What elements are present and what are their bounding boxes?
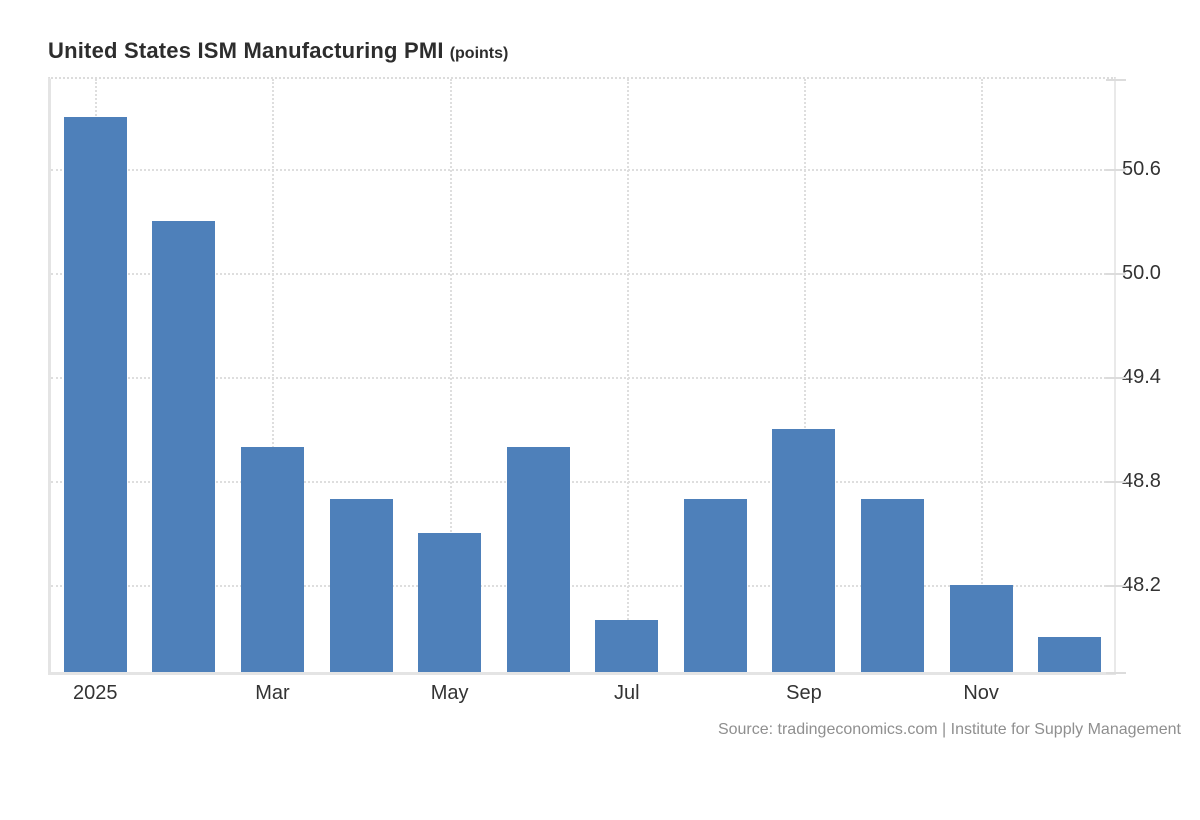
bar-sep-2025[interactable]: [772, 429, 835, 672]
y-axis-tick: [1106, 273, 1126, 276]
gridline-vertical: [449, 79, 452, 672]
source-text: Source: tradingeconomics.com | Institute…: [717, 721, 1181, 738]
y-axis-edge-tick: [1106, 672, 1126, 674]
y-axis-tick: [1106, 377, 1126, 380]
gridline-horizontal: [51, 169, 1114, 172]
y-axis-tick-label: 50.0: [1122, 262, 1161, 285]
bar-jan-2025[interactable]: [64, 117, 127, 672]
bar-oct-2025[interactable]: [861, 499, 924, 672]
x-axis-tick-label: 2025: [73, 682, 118, 704]
x-axis-tick-label: May: [430, 682, 469, 704]
chart-header: United States ISM Manufacturing PMI (poin…: [48, 38, 508, 64]
y-axis-tick-label: 49.4: [1122, 366, 1161, 389]
bar-mar-2025[interactable]: [241, 447, 304, 672]
chart-title: United States ISM Manufacturing PMI: [48, 38, 444, 63]
x-axis-tick-label: Jul: [613, 682, 640, 704]
y-axis-tick: [1106, 481, 1126, 484]
bar-apr-2025[interactable]: [330, 499, 393, 672]
gridline-horizontal: [51, 273, 1114, 276]
plot-area: [48, 77, 1116, 675]
chart-units: (points): [449, 45, 509, 62]
y-axis-tick-label: 48.2: [1122, 574, 1161, 597]
bar-may-2025[interactable]: [418, 533, 481, 672]
gridline-horizontal: [51, 377, 1114, 380]
gridline-horizontal: [51, 481, 1114, 484]
x-axis-tick-label: Sep: [786, 682, 822, 704]
gridline-vertical: [626, 79, 629, 672]
gridline-vertical: [803, 79, 806, 672]
bar-jul-2025[interactable]: [595, 620, 658, 672]
gridline-vertical: [981, 79, 984, 672]
bar-aug-2025[interactable]: [684, 499, 747, 672]
y-axis-tick: [1106, 169, 1126, 172]
gridline-vertical: [272, 79, 275, 672]
y-axis-tick: [1106, 585, 1126, 588]
x-axis-tick-label: Mar: [255, 682, 290, 704]
x-axis-tick-label: Nov: [963, 682, 999, 704]
bar-dec-2025[interactable]: [1038, 637, 1101, 672]
y-axis-tick-label: 50.6: [1122, 158, 1161, 181]
y-axis-tick-label: 48.8: [1122, 470, 1161, 493]
y-axis-edge-tick: [1106, 79, 1126, 81]
bar-feb-2025[interactable]: [152, 221, 215, 672]
bar-jun-2025[interactable]: [507, 447, 570, 672]
gridline-horizontal: [51, 585, 1114, 588]
bar-nov-2025[interactable]: [950, 585, 1013, 672]
